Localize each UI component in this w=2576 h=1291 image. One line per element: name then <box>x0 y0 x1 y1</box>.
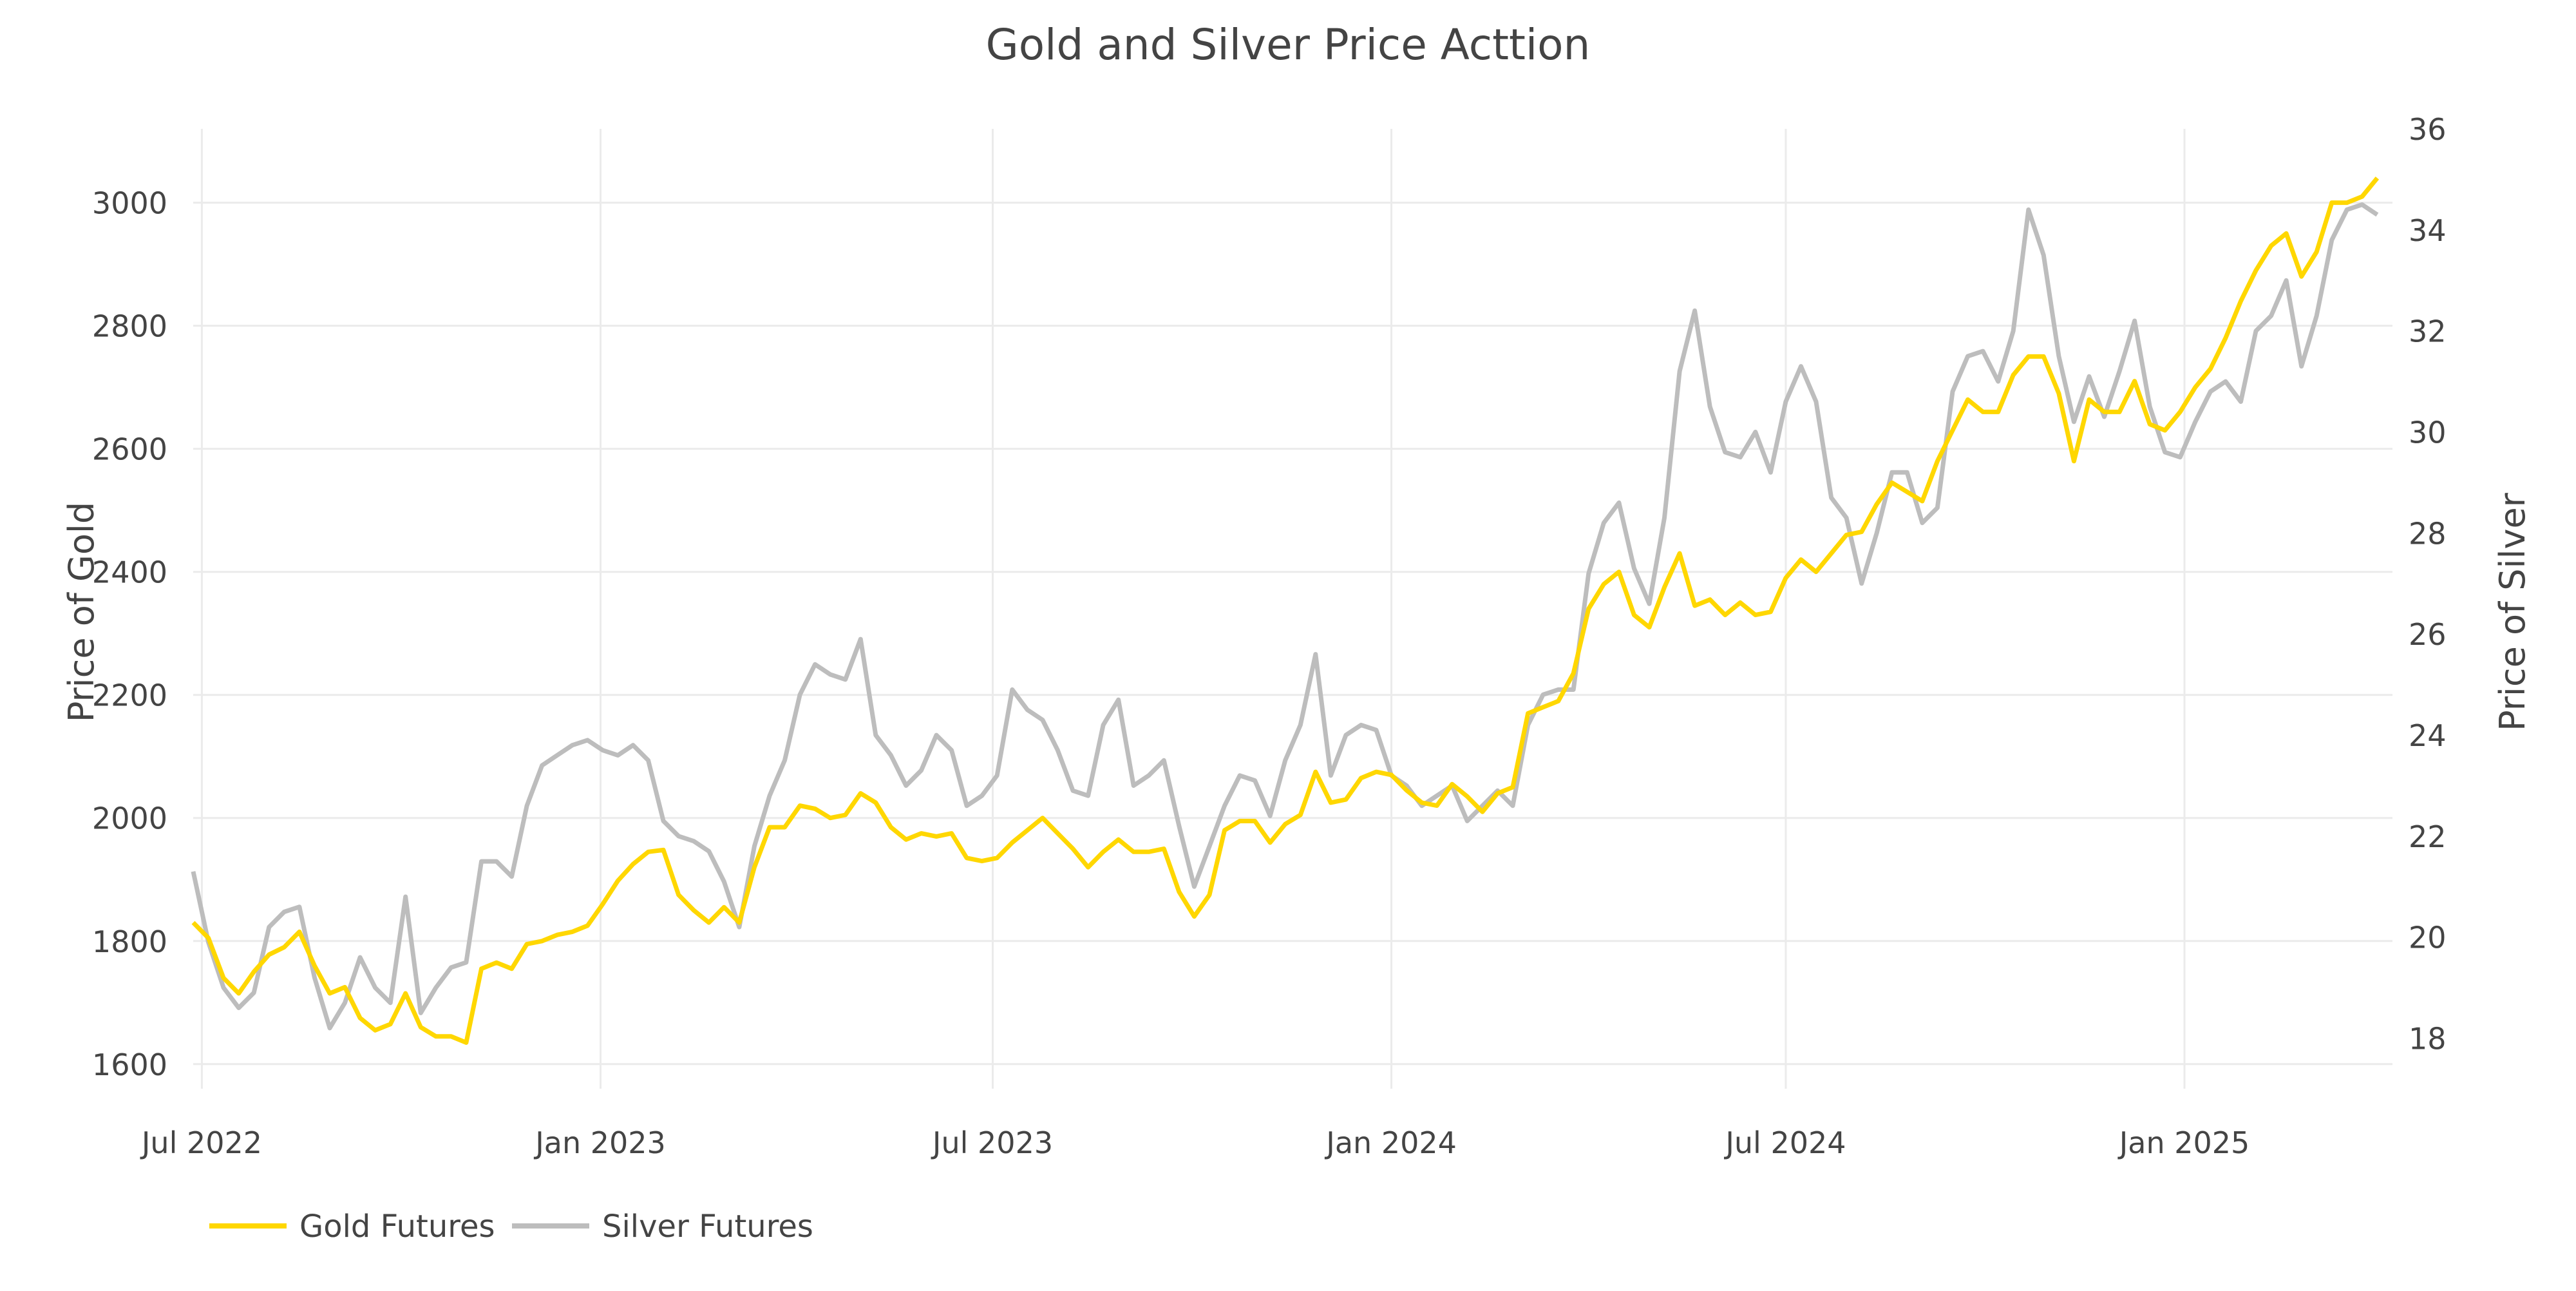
legend-item-silver[interactable]: Silver Futures <box>512 1209 813 1245</box>
legend-item-gold[interactable]: Gold Futures <box>209 1209 495 1245</box>
y-right-tick-label: 18 <box>2409 1022 2447 1057</box>
x-tick-label: Jul 2023 <box>931 1125 1053 1160</box>
x-tick-label: Jul 2024 <box>1723 1125 1846 1160</box>
y-right-tick-label: 24 <box>2409 718 2447 753</box>
y-right-tick-label: 20 <box>2409 921 2447 955</box>
grid-lines <box>193 129 2392 1089</box>
y-right-tick-label: 32 <box>2409 314 2447 349</box>
y-axis-left-label: Price of Gold <box>61 502 102 722</box>
y-right-tick-label: 36 <box>2409 112 2447 147</box>
x-tick-label: Jan 2023 <box>533 1125 666 1160</box>
chart-title: Gold and Silver Price Acttion <box>986 20 1591 70</box>
series-lines <box>191 177 2380 1045</box>
y-left-tick-label: 3000 <box>92 186 167 221</box>
y-right-tick-label: 30 <box>2409 416 2447 450</box>
y-left-tick-label: 1600 <box>92 1047 167 1082</box>
y-left-tick-label: 1800 <box>92 924 167 959</box>
y-left-tick-label: 2200 <box>92 678 167 713</box>
x-tick-label: Jan 2025 <box>2117 1125 2250 1160</box>
series-line-gold-futures <box>191 177 2380 1045</box>
legend: Gold Futures Silver Futures <box>209 1209 813 1245</box>
x-tick-label: Jul 2022 <box>140 1125 262 1160</box>
y-right-tick-label: 34 <box>2409 213 2447 248</box>
legend-label-gold: Gold Futures <box>299 1209 495 1245</box>
x-tick-label: Jan 2024 <box>1324 1125 1457 1160</box>
y-right-tick-label: 28 <box>2409 516 2447 551</box>
y-axis-right-label: Price of Silver <box>2492 492 2533 731</box>
y-right-tick-label: 22 <box>2409 819 2447 854</box>
y-left-tick-label: 2600 <box>92 432 167 467</box>
series-line-silver-futures <box>191 202 2379 1031</box>
y-right-tick-label: 26 <box>2409 617 2447 652</box>
y-left-tick-label: 2000 <box>92 801 167 836</box>
legend-label-silver: Silver Futures <box>602 1209 813 1245</box>
y-left-tick-label: 2800 <box>92 309 167 344</box>
axis-labels: 1600 1800 2000 2200 2400 2600 2800 3000 18 20 22 24… <box>92 112 2447 1160</box>
y-left-tick-label: 2400 <box>92 555 167 590</box>
